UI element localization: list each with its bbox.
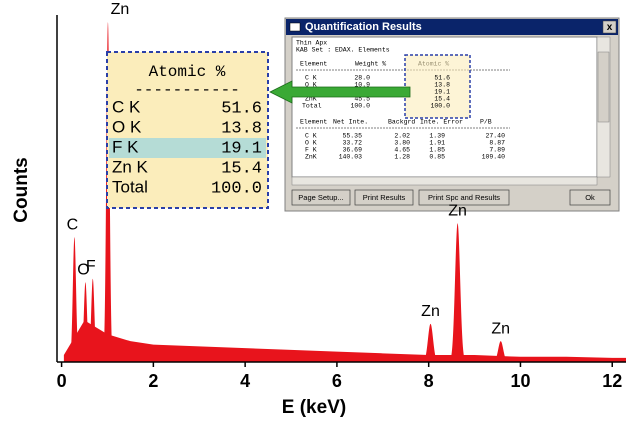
callout-value: 15.4 xyxy=(221,159,262,178)
cell: 1.91 xyxy=(429,140,445,147)
x-tick-label: 8 xyxy=(424,371,434,391)
cell: O K xyxy=(305,140,317,147)
cell: 2.02 xyxy=(394,133,410,140)
cell: 109.40 xyxy=(482,154,506,161)
cell: 100.0 xyxy=(350,103,370,110)
cell: 1.39 xyxy=(429,133,445,140)
callout-value: 13.8 xyxy=(221,119,262,138)
x-tick-label: 2 xyxy=(148,371,158,391)
cell: 0.85 xyxy=(429,154,445,161)
window-title: Quantification Results xyxy=(305,21,422,33)
column-header: Element xyxy=(300,119,327,126)
column-header: Backgrd xyxy=(388,119,415,126)
callout-value: 19.1 xyxy=(221,139,262,158)
close-label: x xyxy=(607,22,613,33)
cell: 28.0 xyxy=(354,75,370,82)
callout-value: 100.0 xyxy=(211,179,262,198)
figure: E (keV) Counts Atomic % ----------- C K 5… xyxy=(0,0,628,425)
cell: 19.1 xyxy=(434,89,450,96)
cell: 7.89 xyxy=(489,147,505,154)
cell: 1.85 xyxy=(429,147,445,154)
cell: 1.28 xyxy=(394,154,410,161)
cell: 3.80 xyxy=(394,140,410,147)
x-axis-label: E (keV) xyxy=(282,397,346,418)
peak-label: Zn xyxy=(421,303,440,320)
peak-label: Zn xyxy=(111,1,130,18)
cell: ZnK xyxy=(305,154,317,161)
x-tick-label: 0 xyxy=(57,371,67,391)
callout-rule: ----------- xyxy=(134,81,240,99)
y-axis-label: Counts xyxy=(11,157,32,222)
cell: C K xyxy=(305,133,317,140)
peak-label: C xyxy=(67,216,79,233)
cell: 15.4 xyxy=(434,96,450,103)
cell: 36.69 xyxy=(342,147,362,154)
callout-value: 51.6 xyxy=(221,99,262,118)
cell: 4.65 xyxy=(394,147,410,154)
callout-element: C K xyxy=(112,97,141,116)
column-header: P/B xyxy=(480,119,492,126)
column-header: Element xyxy=(300,61,327,68)
header-line: KAB Set : EDAX. Elements xyxy=(296,47,390,54)
x-tick-label: 6 xyxy=(332,371,342,391)
cell: 8.87 xyxy=(489,140,505,147)
cell: 55.35 xyxy=(342,133,362,140)
callout-element: Zn K xyxy=(112,157,149,176)
button-label: Ok xyxy=(585,193,595,202)
callout-title: Atomic % xyxy=(149,63,226,81)
cell: F K xyxy=(305,147,317,154)
x-tick-label: 4 xyxy=(240,371,250,391)
cell: 140.03 xyxy=(339,154,363,161)
column-header: Weight % xyxy=(355,61,386,68)
column-header: Inte. Error xyxy=(420,119,463,126)
cell: 13.8 xyxy=(434,82,450,89)
background-area xyxy=(64,320,626,362)
peak-label: Zn xyxy=(448,202,467,219)
button-label: Print Spc and Results xyxy=(428,193,500,202)
callout-element: F K xyxy=(112,137,139,156)
header-line: Thin Apx xyxy=(296,40,327,47)
scroll-thumb[interactable] xyxy=(598,52,609,122)
button-label: Page Setup... xyxy=(298,193,343,202)
h-scrollbar[interactable] xyxy=(292,177,597,185)
cell: 100.0 xyxy=(430,103,450,110)
cell: 27.40 xyxy=(485,133,505,140)
x-tick-label: 12 xyxy=(602,371,622,391)
peak-label: Zn xyxy=(491,320,510,337)
window-icon xyxy=(290,23,300,31)
peak xyxy=(447,223,467,362)
callout-element: Total xyxy=(112,177,148,196)
callout: Atomic % ----------- C K 51.6 O K 13.8 F K 19… xyxy=(107,52,268,208)
x-tick-label: 10 xyxy=(510,371,530,391)
callout-element: O K xyxy=(112,117,142,136)
cell: 33.72 xyxy=(342,140,362,147)
cell: 51.6 xyxy=(434,75,450,82)
cell: C K xyxy=(305,75,317,82)
peak-label: F xyxy=(86,258,96,275)
button-label: Print Results xyxy=(363,193,406,202)
column-header: Net Inte. xyxy=(333,119,368,126)
cell: Total xyxy=(302,103,322,110)
